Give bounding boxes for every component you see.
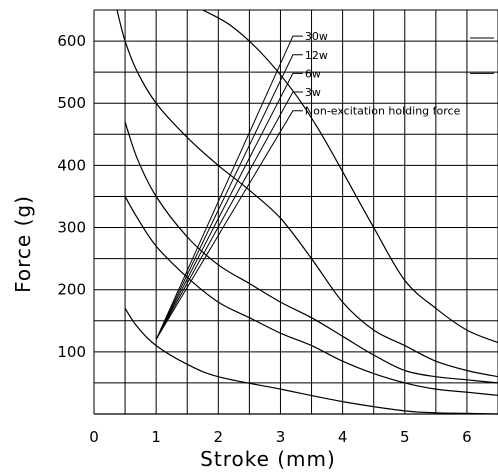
legend-label-1: 12w [305, 49, 328, 62]
y-tick-label: 200 [57, 281, 86, 299]
series-line-4 [124, 307, 498, 415]
legend-label-4: Non-excitation holding force [305, 105, 461, 118]
legend-label-0: 30w [305, 30, 328, 43]
legend: 30w 12w 6w 3w Non-excitation holding force [155, 30, 494, 340]
legend-label-3: 3w [305, 86, 321, 99]
grid [93, 9, 498, 415]
x-tick-label: 6 [462, 428, 472, 446]
series-line-1 [116, 9, 498, 378]
x-tick-label: 3 [276, 428, 286, 446]
x-tick-label: 1 [151, 428, 161, 446]
x-tick-label: 0 [89, 428, 99, 446]
curves [116, 9, 498, 415]
series-line-0 [202, 9, 498, 344]
series-line-3 [124, 196, 498, 396]
x-tick-label: 2 [214, 428, 224, 446]
series-line-2 [124, 121, 498, 384]
x-tick-label: 5 [400, 428, 410, 446]
legend-leader-3 [155, 91, 303, 340]
y-tick-label: 400 [57, 156, 86, 174]
legend-leader-2 [155, 72, 303, 340]
y-tick-label: 500 [57, 94, 86, 112]
legend-leader-4 [155, 110, 303, 340]
x-tick-label: 4 [338, 428, 348, 446]
legend-leader-0 [155, 35, 303, 340]
y-tick-label: 600 [57, 32, 86, 50]
x-axis-title: Stroke (mm) [200, 447, 336, 471]
y-axis-title: Force (g) [11, 195, 35, 293]
tick-labels: 0 1 2 3 4 5 6 100 200 300 400 500 600 [57, 32, 471, 446]
legend-label-2: 6w [305, 67, 321, 80]
y-tick-label: 300 [57, 219, 86, 237]
legend-leader-1 [155, 54, 303, 340]
y-tick-label: 100 [57, 343, 86, 361]
